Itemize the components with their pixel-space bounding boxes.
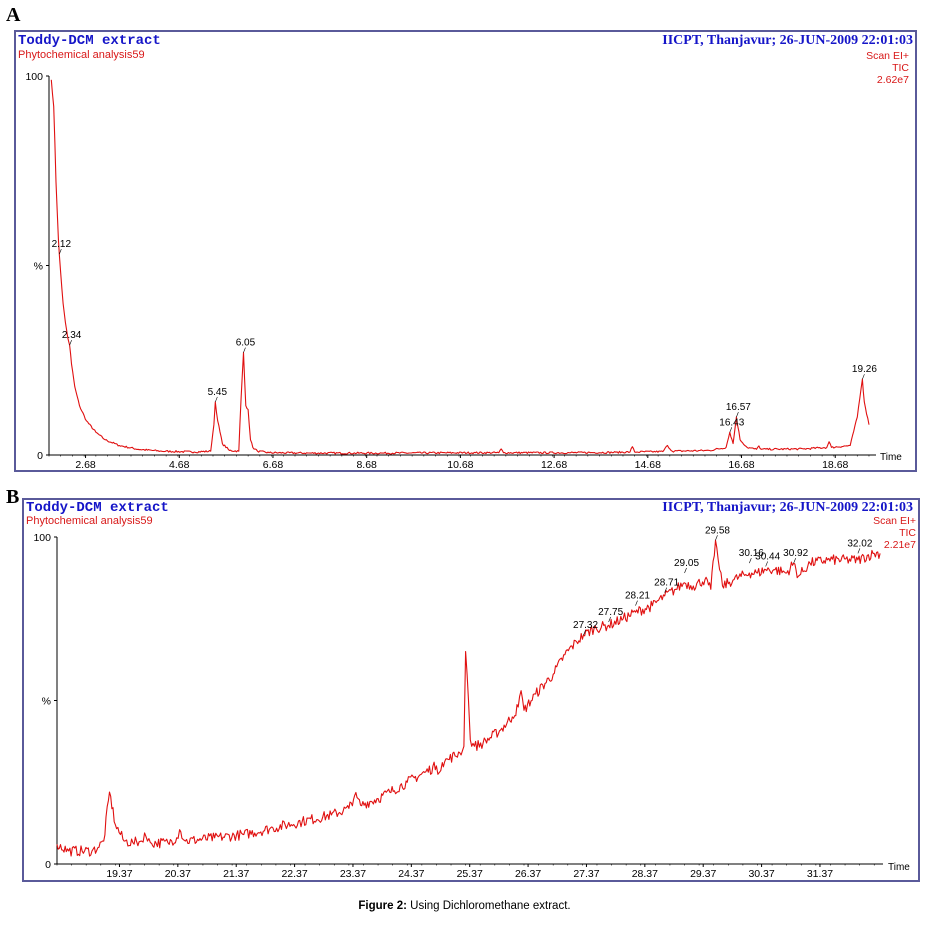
peak-leader-b xyxy=(684,567,687,574)
panel-a-instrument: IICPT, Thanjavur; 26-JUN-2009 22:01:03 xyxy=(662,33,913,48)
x-axis-title-b: Time xyxy=(888,862,910,873)
peak-label-b: 28.71 xyxy=(654,578,679,589)
panel-b-intensity: 2.21e7 xyxy=(883,539,916,551)
peak-label-b: 30.44 xyxy=(755,551,780,562)
peak-leader-b xyxy=(583,629,586,636)
peak-label-b: 32.02 xyxy=(847,538,872,549)
peak-leader-a xyxy=(243,347,246,353)
peak-label-b: 30.16 xyxy=(739,548,764,559)
x-tick-label-a: 16.68 xyxy=(728,459,754,471)
peak-leader-a xyxy=(736,411,739,418)
panel-a-subtitle: Phytochemical analysis59 xyxy=(18,49,145,61)
peak-label-a: 2.12 xyxy=(52,239,72,250)
x-tick-label-b: 27.37 xyxy=(573,868,599,880)
peak-leader-b xyxy=(608,616,611,623)
peak-leader-a xyxy=(69,339,72,346)
peak-leader-b xyxy=(793,558,796,564)
x-tick-label-b: 29.37 xyxy=(690,868,716,880)
peak-leader-b xyxy=(715,535,718,541)
peak-label-a: 2.34 xyxy=(62,330,82,341)
panel-a-letter: A xyxy=(6,4,21,26)
peak-label-a: 6.05 xyxy=(236,338,256,349)
panel-a-title: Toddy-DCM extract xyxy=(18,33,161,49)
peak-label-a: 5.45 xyxy=(208,387,228,398)
peak-leader-b xyxy=(857,548,861,554)
y-tick-label-a: 0 xyxy=(37,450,43,462)
panel-a-intensity: 2.62e7 xyxy=(876,74,909,86)
x-tick-label-b: 28.37 xyxy=(632,868,658,880)
peak-label-b: 29.58 xyxy=(705,525,730,536)
x-tick-label-b: 24.37 xyxy=(398,868,424,880)
peak-leader-a xyxy=(862,374,865,380)
x-tick-label-a: 8.68 xyxy=(356,459,377,471)
x-tick-label-a: 2.68 xyxy=(75,459,96,471)
peak-label-b: 28.21 xyxy=(625,591,650,602)
panel-b-letter: B xyxy=(6,486,20,508)
panel-b-frame xyxy=(22,498,920,882)
y-tick-label-b: 100 xyxy=(33,532,51,544)
x-tick-label-b: 26.37 xyxy=(515,868,541,880)
peak-label-b: 29.05 xyxy=(674,558,699,569)
peak-leader-a xyxy=(729,427,733,433)
peak-leader-b xyxy=(635,600,638,606)
panel-a-scan-mode: Scan EI+ xyxy=(866,50,909,62)
x-tick-label-b: 20.37 xyxy=(165,868,191,880)
peak-label-b: 27.32 xyxy=(573,620,598,631)
peak-leader-a xyxy=(59,249,62,255)
peak-leader-a xyxy=(215,396,218,403)
figure-caption: Figure 2: Using Dichloromethane extract. xyxy=(0,900,929,912)
panel-a-frame xyxy=(14,30,917,472)
x-tick-label-b: 30.37 xyxy=(748,868,774,880)
panel-b-scan-info: Scan EI+ TIC 2.21e7 xyxy=(873,515,916,551)
x-tick-label-b: 31.37 xyxy=(807,868,833,880)
x-tick-label-b: 25.37 xyxy=(457,868,483,880)
panel-b-detector: TIC xyxy=(899,527,916,539)
y-tick-label-a: 100 xyxy=(25,71,43,83)
x-tick-label-a: 12.68 xyxy=(541,459,567,471)
peak-label-b: 30.92 xyxy=(783,548,808,559)
x-tick-label-a: 6.68 xyxy=(263,459,284,471)
x-axis-title-a: Time xyxy=(880,452,902,463)
x-tick-label-b: 22.37 xyxy=(281,868,307,880)
y-tick-label-b: 0 xyxy=(45,859,51,871)
figure-caption-text: Using Dichloromethane extract. xyxy=(410,900,571,912)
y-tick-label-a: % xyxy=(34,261,43,273)
panel-b-subtitle: Phytochemical analysis59 xyxy=(26,515,153,527)
peak-leader-b xyxy=(664,587,667,593)
panel-a-detector: TIC xyxy=(892,62,909,74)
x-tick-label-a: 14.68 xyxy=(635,459,661,471)
peak-label-a: 19.26 xyxy=(852,364,877,375)
panel-a-scan-info: Scan EI+ TIC 2.62e7 xyxy=(866,50,909,86)
panel-b-title: Toddy-DCM extract xyxy=(26,500,169,516)
x-tick-label-b: 23.37 xyxy=(340,868,366,880)
panel-b-scan-mode: Scan EI+ xyxy=(873,515,916,527)
x-tick-label-b: 21.37 xyxy=(223,868,249,880)
peak-leader-b xyxy=(765,561,768,567)
peak-label-b: 27.75 xyxy=(598,607,623,618)
tic-trace-a-0 xyxy=(50,79,870,455)
y-tick-label-b: % xyxy=(42,696,51,708)
x-tick-label-a: 10.68 xyxy=(447,459,473,471)
x-tick-label-a: 18.68 xyxy=(822,459,848,471)
peak-label-a: 16.43 xyxy=(719,417,744,428)
figure-caption-label: Figure 2: xyxy=(358,900,407,912)
peak-leader-b xyxy=(749,558,752,564)
peak-label-a: 16.57 xyxy=(726,402,751,413)
x-tick-label-b: 19.37 xyxy=(106,868,132,880)
tic-trace-b-0 xyxy=(56,539,881,857)
x-tick-label-a: 4.68 xyxy=(169,459,190,471)
panel-b-instrument: IICPT, Thanjavur; 26-JUN-2009 22:01:03 xyxy=(662,500,913,515)
